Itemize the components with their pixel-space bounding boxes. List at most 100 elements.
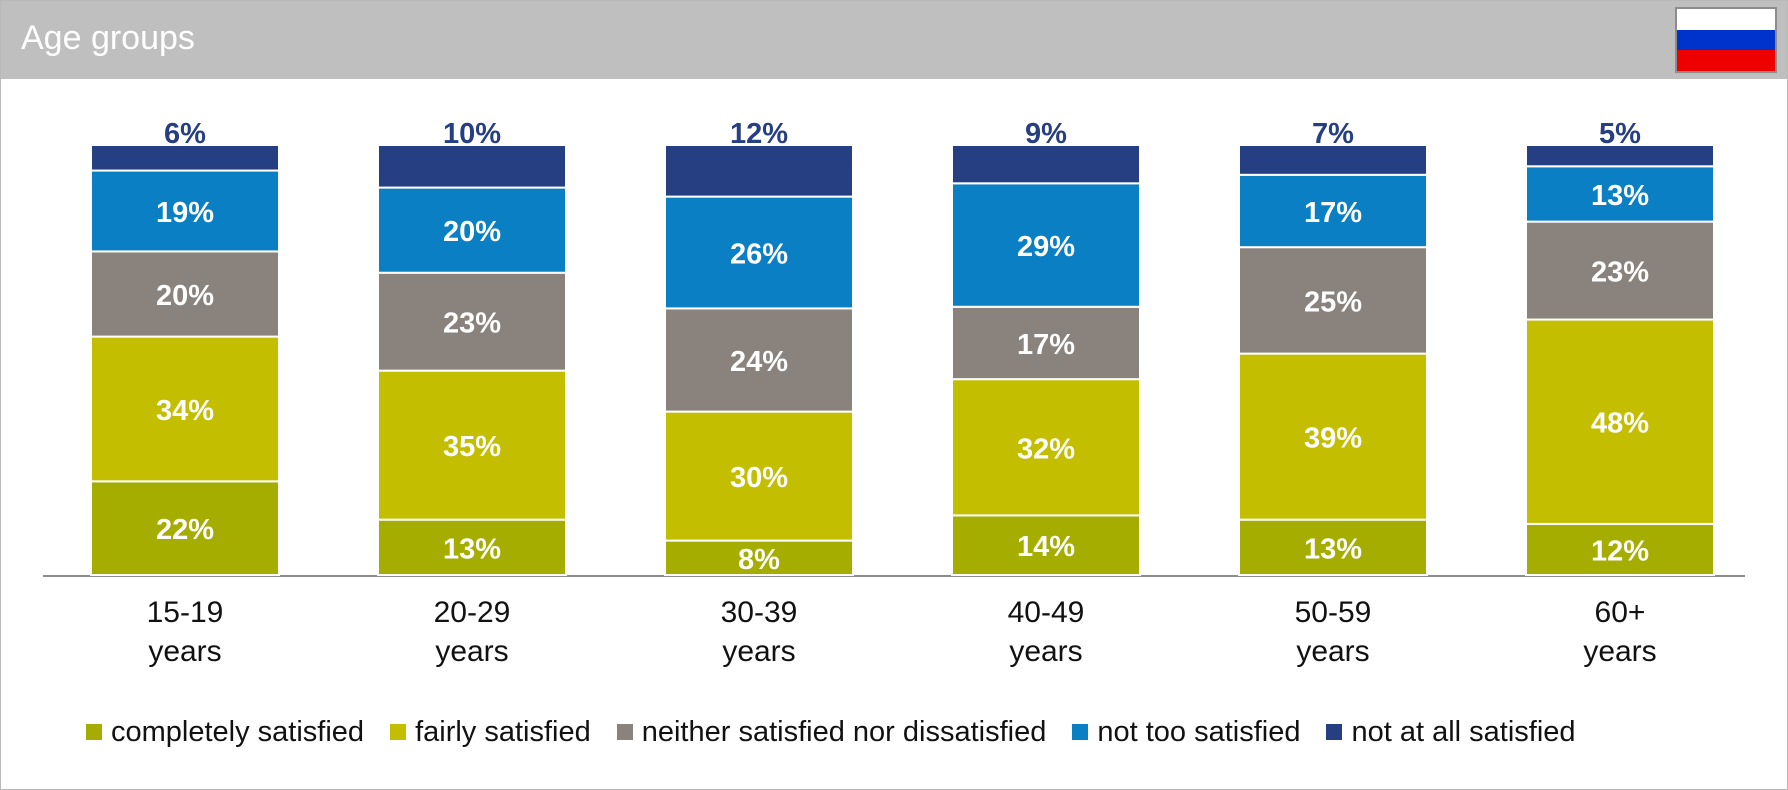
data-label: 29% [1017, 231, 1075, 263]
category-label-line: years [148, 635, 221, 668]
data-label: 17% [1304, 197, 1362, 229]
data-label: 39% [1304, 423, 1362, 455]
category-label-line: 15-19 [147, 596, 224, 629]
legend-item: fairly satisfied [390, 716, 591, 749]
bar-segment [1238, 144, 1428, 176]
category-label-line: years [1296, 635, 1369, 668]
bar-segment [1525, 318, 1715, 525]
bar-segment [90, 144, 280, 172]
flag-stripe-blue [1677, 29, 1775, 51]
data-label: 23% [1591, 257, 1649, 289]
category-label: 60+ years [1583, 596, 1656, 668]
bar-segment [1238, 173, 1428, 249]
bar-segment [1238, 518, 1428, 576]
bar-segment [951, 514, 1141, 577]
bar-segment [664, 539, 854, 576]
bar-segment [90, 335, 280, 483]
bar-segment [1238, 246, 1428, 355]
bar-segment [90, 480, 280, 577]
data-label: 32% [1017, 433, 1075, 465]
flag-stripe-white [1677, 9, 1775, 30]
data-label: 13% [443, 533, 501, 565]
bar-segment [664, 195, 854, 310]
bar-segment [951, 182, 1141, 308]
category-label-line: years [1009, 635, 1082, 668]
legend-swatch [390, 724, 407, 740]
bar-segment [1525, 144, 1715, 168]
bar-segment [377, 271, 567, 372]
legend-item: not too satisfied [1072, 716, 1300, 749]
legend-swatch [1072, 724, 1089, 740]
data-label: 6% [164, 118, 206, 150]
category-label-line: years [722, 635, 795, 668]
bar-segment [1238, 352, 1428, 521]
legend-label: not too satisfied [1097, 715, 1301, 748]
category-label-line: 20-29 [434, 596, 511, 629]
data-label: 8% [738, 544, 780, 576]
legend-item: not at all satisfied [1326, 715, 1576, 749]
data-label: 14% [1017, 531, 1075, 563]
data-label: 30% [730, 462, 788, 494]
legend-label: fairly satisfied [415, 715, 591, 748]
category-label-line: 40-49 [1008, 596, 1085, 629]
bar-segment [951, 305, 1141, 381]
data-label: 12% [1591, 535, 1649, 567]
data-label: 34% [156, 395, 214, 427]
category-label: 50-59 years [1295, 596, 1372, 668]
category-label: 20-29 years [434, 596, 511, 668]
flag-stripe-red [1677, 50, 1775, 71]
data-label: 22% [156, 514, 214, 546]
category-label-line: 60+ [1595, 596, 1646, 629]
legend-label: not at all satisfied [1351, 715, 1576, 748]
bar-segment [1525, 165, 1715, 223]
legend-swatch [86, 724, 102, 740]
category-label: 30-39 years [721, 596, 798, 668]
legend-swatch [1326, 724, 1343, 740]
bar-segment [377, 369, 567, 521]
category-label-line: 50-59 [1295, 596, 1372, 629]
bar-segment [1525, 220, 1715, 321]
legend-item: completely satisfied [86, 716, 364, 749]
data-label: 9% [1025, 118, 1067, 150]
bar-segment [664, 144, 854, 198]
bar-segment [90, 169, 280, 253]
bar-segment [377, 518, 567, 576]
legend-item: neither satisfied nor dissatisfied [616, 715, 1047, 749]
data-label: 35% [443, 431, 501, 463]
data-label: 13% [1591, 180, 1649, 212]
legend-swatch [616, 724, 633, 740]
data-label: 20% [443, 216, 501, 248]
data-label: 20% [156, 280, 214, 312]
bar-segment [90, 250, 280, 338]
data-label: 5% [1599, 118, 1641, 150]
data-label: 26% [730, 239, 788, 271]
data-label: 17% [1017, 329, 1075, 361]
data-label: 19% [156, 197, 214, 229]
data-label: 23% [443, 308, 501, 340]
data-label: 12% [730, 118, 788, 150]
data-label: 48% [1591, 408, 1649, 440]
bar-segment [951, 144, 1141, 185]
category-label-line: 30-39 [721, 596, 798, 629]
category-label-line: years [1583, 635, 1656, 668]
russia-flag-icon [1675, 7, 1777, 73]
data-label: 7% [1312, 118, 1354, 150]
category-label: 40-49 years [1008, 596, 1085, 668]
bar-segment [1525, 522, 1715, 576]
data-label: 25% [1304, 286, 1362, 318]
header-bar: Age groups [1, 1, 1787, 79]
data-label: 13% [1304, 533, 1362, 565]
bar-segment [664, 410, 854, 542]
legend-label: neither satisfied nor dissatisfied [641, 715, 1047, 748]
data-label: 24% [730, 346, 788, 378]
chart-title: Age groups [21, 19, 195, 57]
legend: completely satisfied fairly satisfied neit… [86, 712, 1602, 752]
legend-label: completely satisfied [111, 715, 365, 748]
bar-segment [951, 378, 1141, 517]
category-label-line: years [435, 635, 508, 668]
category-label: 15-19 years [147, 596, 224, 668]
data-label: 10% [443, 118, 501, 150]
bar-segment [664, 307, 854, 413]
